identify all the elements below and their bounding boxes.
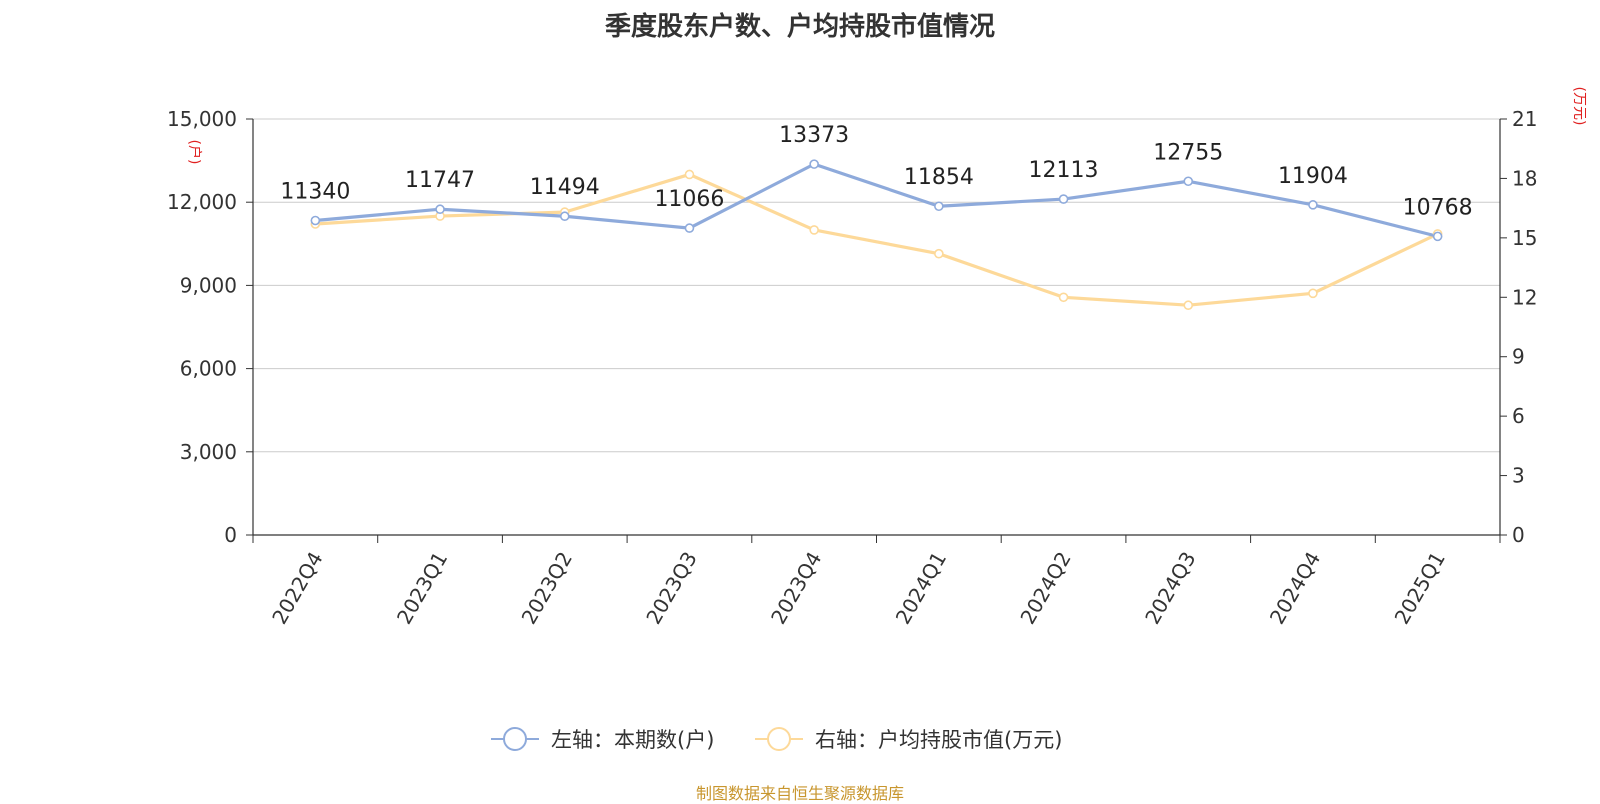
x-tick-label: 2025Q1 <box>1390 548 1450 629</box>
x-tick-label: 2024Q2 <box>1015 548 1075 629</box>
x-tick-label: 2024Q1 <box>891 548 951 629</box>
right-tick-label: 21 <box>1512 107 1537 131</box>
avg-holding-value-point <box>934 248 944 259</box>
right-axis-unit: (万元) <box>1571 87 1587 126</box>
avg-holding-value-point <box>809 225 819 235</box>
shareholder-count-data-label: 11066 <box>654 187 724 212</box>
shareholder-count-point <box>1308 200 1318 210</box>
chart-title: 季度股东户数、户均持股市值情况 <box>604 12 995 42</box>
left-tick-label: 6,000 <box>180 357 237 381</box>
shareholder-count-point <box>684 223 695 233</box>
shareholder-count-data-label: 11747 <box>405 168 475 193</box>
shareholder-count-data-label: 11340 <box>280 180 350 205</box>
left-tick-label: 9,000 <box>180 273 237 297</box>
series-line-shareholder-count <box>315 162 1439 238</box>
avg-holding-value-point <box>1183 300 1194 311</box>
avg-holding-value-point <box>1058 292 1069 303</box>
legend-label-avg-holding-value: 右轴：户均持股市值(万元) <box>815 728 1062 752</box>
shareholder-count-point <box>934 201 944 212</box>
shareholder-count-point <box>1183 176 1194 187</box>
x-tick-label: 2023Q3 <box>641 548 701 629</box>
source-note: 制图数据来自恒生聚源数据库 <box>695 784 904 803</box>
right-tick-label: 3 <box>1512 464 1525 488</box>
left-tick-label: 0 <box>224 523 237 547</box>
shareholder-count-point <box>809 159 819 169</box>
shareholder-count-data-label: 11904 <box>1278 164 1348 189</box>
shareholder-count-point <box>1432 231 1443 242</box>
x-tick-label: 2023Q4 <box>766 548 826 629</box>
x-tick-label: 2023Q1 <box>392 548 452 629</box>
left-axis-unit: (户) <box>186 140 203 165</box>
x-tick-label: 2024Q4 <box>1265 548 1325 629</box>
shareholder-count-data-label: 12755 <box>1153 140 1223 165</box>
shareholder-count-data-label: 12113 <box>1029 158 1099 183</box>
shareholder-count-point <box>559 211 570 222</box>
shareholder-count-point <box>435 204 445 215</box>
shareholder-count-data-label: 13373 <box>779 123 849 148</box>
left-tick-label: 3,000 <box>180 440 237 464</box>
x-tick-label: 2023Q2 <box>517 548 577 629</box>
x-tick-label: 2024Q3 <box>1140 548 1200 629</box>
legend-marker-shareholder-count <box>503 727 527 751</box>
right-tick-label: 0 <box>1512 523 1525 547</box>
legend-label-shareholder-count: 左轴：本期数(户) <box>551 728 714 752</box>
avg-holding-value-point <box>684 169 695 180</box>
right-tick-label: 12 <box>1512 285 1537 309</box>
left-tick-label: 12,000 <box>167 190 237 214</box>
shareholder-count-data-label: 11854 <box>904 165 974 190</box>
avg-holding-value-point <box>1308 288 1318 299</box>
right-tick-label: 6 <box>1512 404 1525 428</box>
shareholder-count-point <box>310 215 321 226</box>
shareholder-count-data-label: 10768 <box>1403 195 1473 220</box>
x-tick-label: 2022Q4 <box>267 548 327 629</box>
right-tick-label: 15 <box>1512 226 1537 250</box>
left-tick-label: 15,000 <box>167 107 237 131</box>
right-tick-label: 18 <box>1512 166 1537 190</box>
right-tick-label: 9 <box>1512 345 1525 369</box>
shareholder-count-point <box>1058 194 1069 204</box>
legend-marker-avg-holding-value <box>767 727 791 751</box>
shareholder-count-data-label: 11494 <box>530 175 600 200</box>
